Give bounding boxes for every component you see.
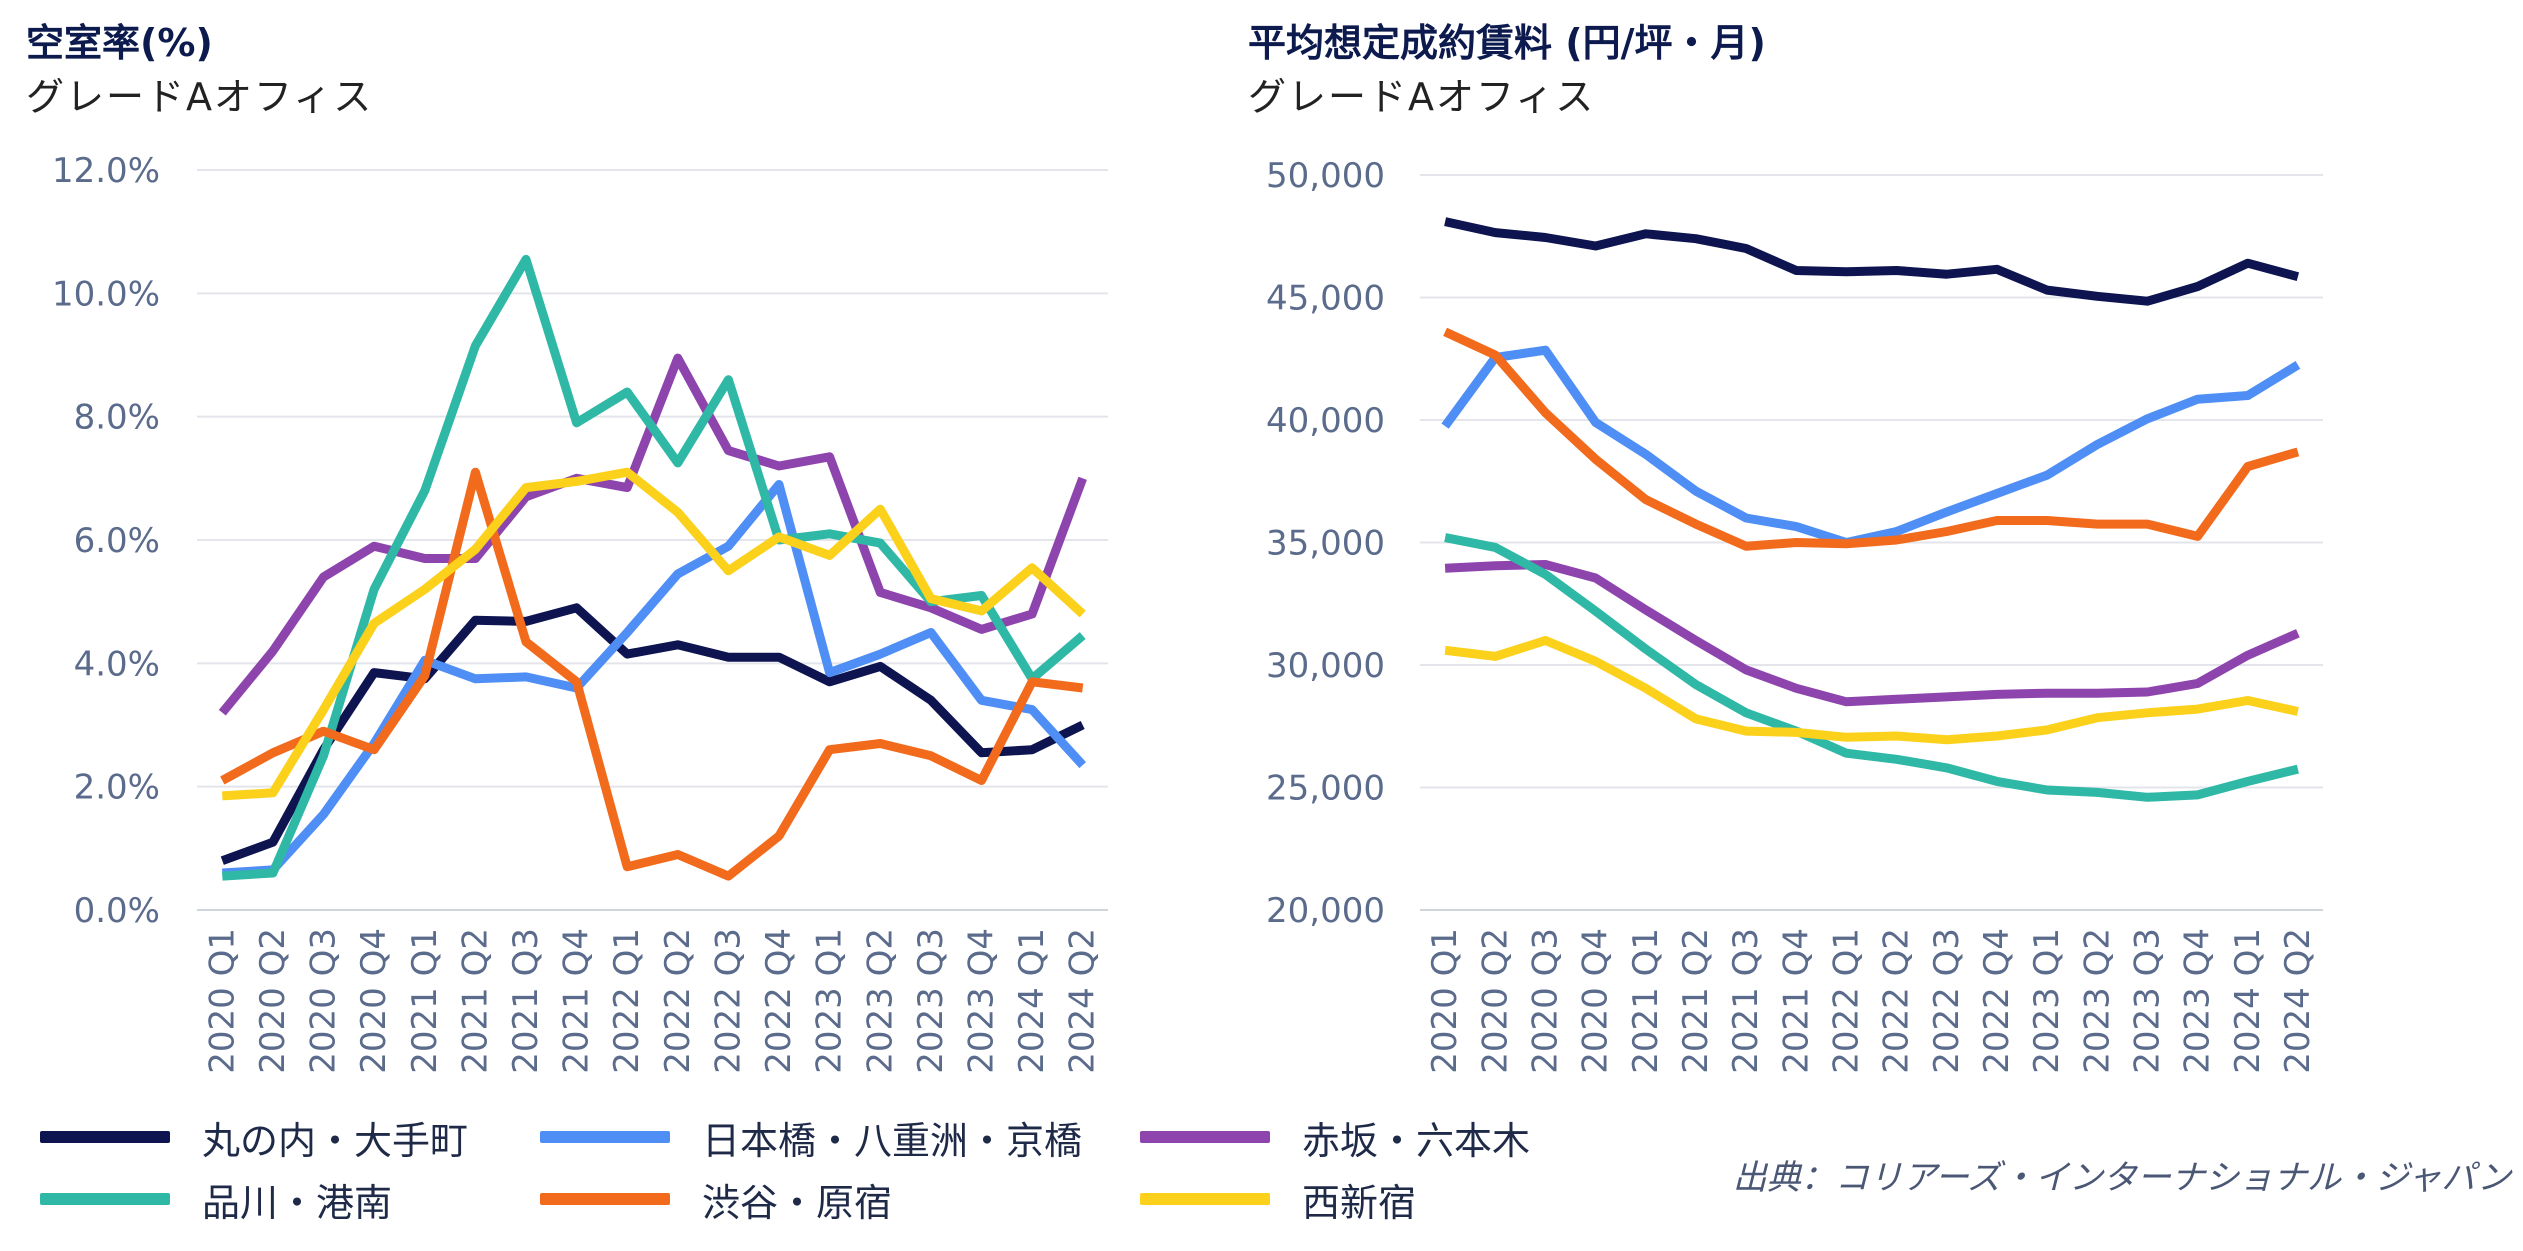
rent-series-line-3 xyxy=(1444,560,2300,707)
rent-x-tick-label: 2024 Q1 xyxy=(2228,928,2268,1074)
vacancy-y-tick-label: 0.0% xyxy=(74,891,160,931)
charts-canvas: 0.0%2.0%4.0%6.0%8.0%10.0%12.0%2020 Q1 202… xyxy=(52,151,2323,1074)
vacancy-x-tick-label: 2021 Q3 xyxy=(506,928,546,1074)
rent-x-tick-label: 2020 Q3 xyxy=(1525,928,1565,1074)
rent-chart-subtitle: グレードAオフィス xyxy=(1248,75,1596,119)
legend-swatch xyxy=(540,1131,670,1143)
rent-x-tick-label: 2022 Q2 xyxy=(1877,928,1917,1074)
rent-x-tick-label: 2022 Q3 xyxy=(1927,928,1967,1074)
vacancy-x-tick-label: 2020 Q1 xyxy=(202,928,242,1074)
rent-y-tick-label: 50,000 xyxy=(1266,156,1385,196)
vacancy-chart-subtitle: グレードAオフィス xyxy=(26,75,374,119)
rent-x-tick-label: 2020 Q1 xyxy=(1425,928,1465,1074)
vacancy-y-tick-label: 2.0% xyxy=(74,768,160,808)
vacancy-y-tick-label: 10.0% xyxy=(52,274,160,314)
rent-y-tick-label: 20,000 xyxy=(1266,891,1385,931)
legend-label: 西新宿 xyxy=(1302,1180,1417,1225)
rent-x-tick-label: 2024 Q2 xyxy=(2278,928,2318,1074)
vacancy-x-tick-label: 2023 Q1 xyxy=(810,928,850,1074)
vacancy-series-line-4 xyxy=(222,254,1086,881)
source-note: 出典：コリアーズ・インターナショナル・ジャパン xyxy=(1732,1158,2511,1198)
legend-swatch xyxy=(1140,1193,1270,1205)
rent-x-tick-label: 2022 Q1 xyxy=(1826,928,1866,1074)
rent-x-tick-label: 2023 Q4 xyxy=(2178,928,2218,1074)
legend-item: 西新宿 xyxy=(1140,1177,1640,1225)
rent-x-tick-label: 2021 Q1 xyxy=(1626,928,1666,1074)
legend: 丸の内・大手町 日本橋・八重洲・京橋 赤坂・六本木品川・港南 渋谷・原宿 西新宿 xyxy=(40,1115,1740,1225)
rent-x-tick-label: 2021 Q2 xyxy=(1676,928,1716,1074)
rent-x-tick-label: 2023 Q3 xyxy=(2127,928,2167,1074)
rent-series-line-4 xyxy=(1444,533,2299,802)
vacancy-x-tick-label: 2023 Q3 xyxy=(911,928,951,1074)
vacancy-x-tick-label: 2022 Q2 xyxy=(658,928,698,1074)
rent-series-line-2 xyxy=(1441,345,2301,547)
legend-swatch xyxy=(40,1131,170,1143)
legend-item: 品川・港南 xyxy=(40,1177,540,1225)
rent-y-tick-label: 25,000 xyxy=(1266,769,1385,809)
rent-y-tick-label: 40,000 xyxy=(1266,401,1385,441)
legend-label: 赤坂・六本木 xyxy=(1302,1118,1531,1163)
vacancy-x-tick-label: 2021 Q1 xyxy=(405,928,445,1074)
rent-series-line-5 xyxy=(1443,327,2300,551)
legend-swatch xyxy=(540,1193,670,1205)
vacancy-x-tick-label: 2020 Q3 xyxy=(304,928,344,1074)
vacancy-x-tick-label: 2022 Q1 xyxy=(607,928,647,1074)
legend-swatch xyxy=(40,1193,170,1205)
rent-x-tick-label: 2020 Q4 xyxy=(1576,928,1616,1074)
vacancy-x-tick-label: 2023 Q4 xyxy=(961,928,1001,1074)
rent-series-line-6 xyxy=(1444,636,2299,745)
legend-item: 日本橋・八重洲・京橋 xyxy=(540,1115,1140,1163)
rent-chart: 20,000 25,000 30,000 35,000 40,000 45,000 50,0… xyxy=(1266,156,2323,1074)
rent-x-tick-label: 2021 Q4 xyxy=(1776,928,1816,1074)
rent-x-tick-label: 2023 Q1 xyxy=(2027,928,2067,1074)
vacancy-x-tick-label: 2021 Q4 xyxy=(557,928,597,1074)
legend-item: 丸の内・大手町 xyxy=(40,1115,540,1163)
rent-x-tick-label: 2022 Q4 xyxy=(1977,928,2017,1074)
vacancy-y-tick-label: 6.0% xyxy=(74,521,160,561)
legend-item: 赤坂・六本木 xyxy=(1140,1115,1640,1163)
vacancy-x-tick-label: 2022 Q4 xyxy=(759,928,799,1074)
vacancy-y-tick-label: 12.0% xyxy=(52,151,160,191)
vacancy-y-tick-label: 4.0% xyxy=(74,644,160,684)
vacancy-x-tick-label: 2020 Q4 xyxy=(354,928,394,1074)
rent-x-tick-label: 2020 Q2 xyxy=(1475,928,1515,1074)
legend-label: 渋谷・原宿 xyxy=(702,1180,893,1225)
legend-swatch xyxy=(1140,1131,1270,1143)
vacancy-series-line-2 xyxy=(222,480,1087,878)
legend-label: 品川・港南 xyxy=(202,1180,393,1225)
rent-x-tick-label: 2021 Q3 xyxy=(1726,928,1766,1074)
vacancy-series-line-5 xyxy=(220,467,1084,881)
rent-y-tick-label: 30,000 xyxy=(1266,646,1385,686)
vacancy-x-tick-label: 2024 Q2 xyxy=(1063,928,1103,1074)
vacancy-x-tick-label: 2023 Q2 xyxy=(860,928,900,1074)
vacancy-chart: 0.0% 2.0% 4.0% 6.0% 8.0% 10.0% 12.0% 2020 Q1 202… xyxy=(52,151,1108,1074)
vacancy-series-line-1 xyxy=(220,603,1085,865)
vacancy-x-tick-label: 2021 Q2 xyxy=(455,928,495,1074)
vacancy-y-tick-label: 8.0% xyxy=(74,398,160,438)
legend-label: 日本橋・八重洲・京橋 xyxy=(702,1118,1083,1163)
vacancy-x-tick-label: 2020 Q2 xyxy=(253,928,293,1074)
rent-y-tick-label: 45,000 xyxy=(1266,279,1385,319)
vacancy-chart-title: 空室率(%) xyxy=(26,21,213,65)
legend-label: 丸の内・大手町 xyxy=(202,1118,469,1163)
vacancy-x-tick-label: 2024 Q1 xyxy=(1012,928,1052,1074)
rent-chart-title: 平均想定成約賃料 (円/坪・月) xyxy=(1248,21,1766,65)
rent-y-tick-label: 35,000 xyxy=(1266,524,1385,564)
rent-series-line-1 xyxy=(1444,217,2300,306)
legend-item: 渋谷・原宿 xyxy=(540,1177,1140,1225)
vacancy-x-tick-label: 2022 Q3 xyxy=(708,928,748,1074)
vacancy-series-line-6 xyxy=(222,467,1086,801)
rent-x-tick-label: 2023 Q2 xyxy=(2077,928,2117,1074)
